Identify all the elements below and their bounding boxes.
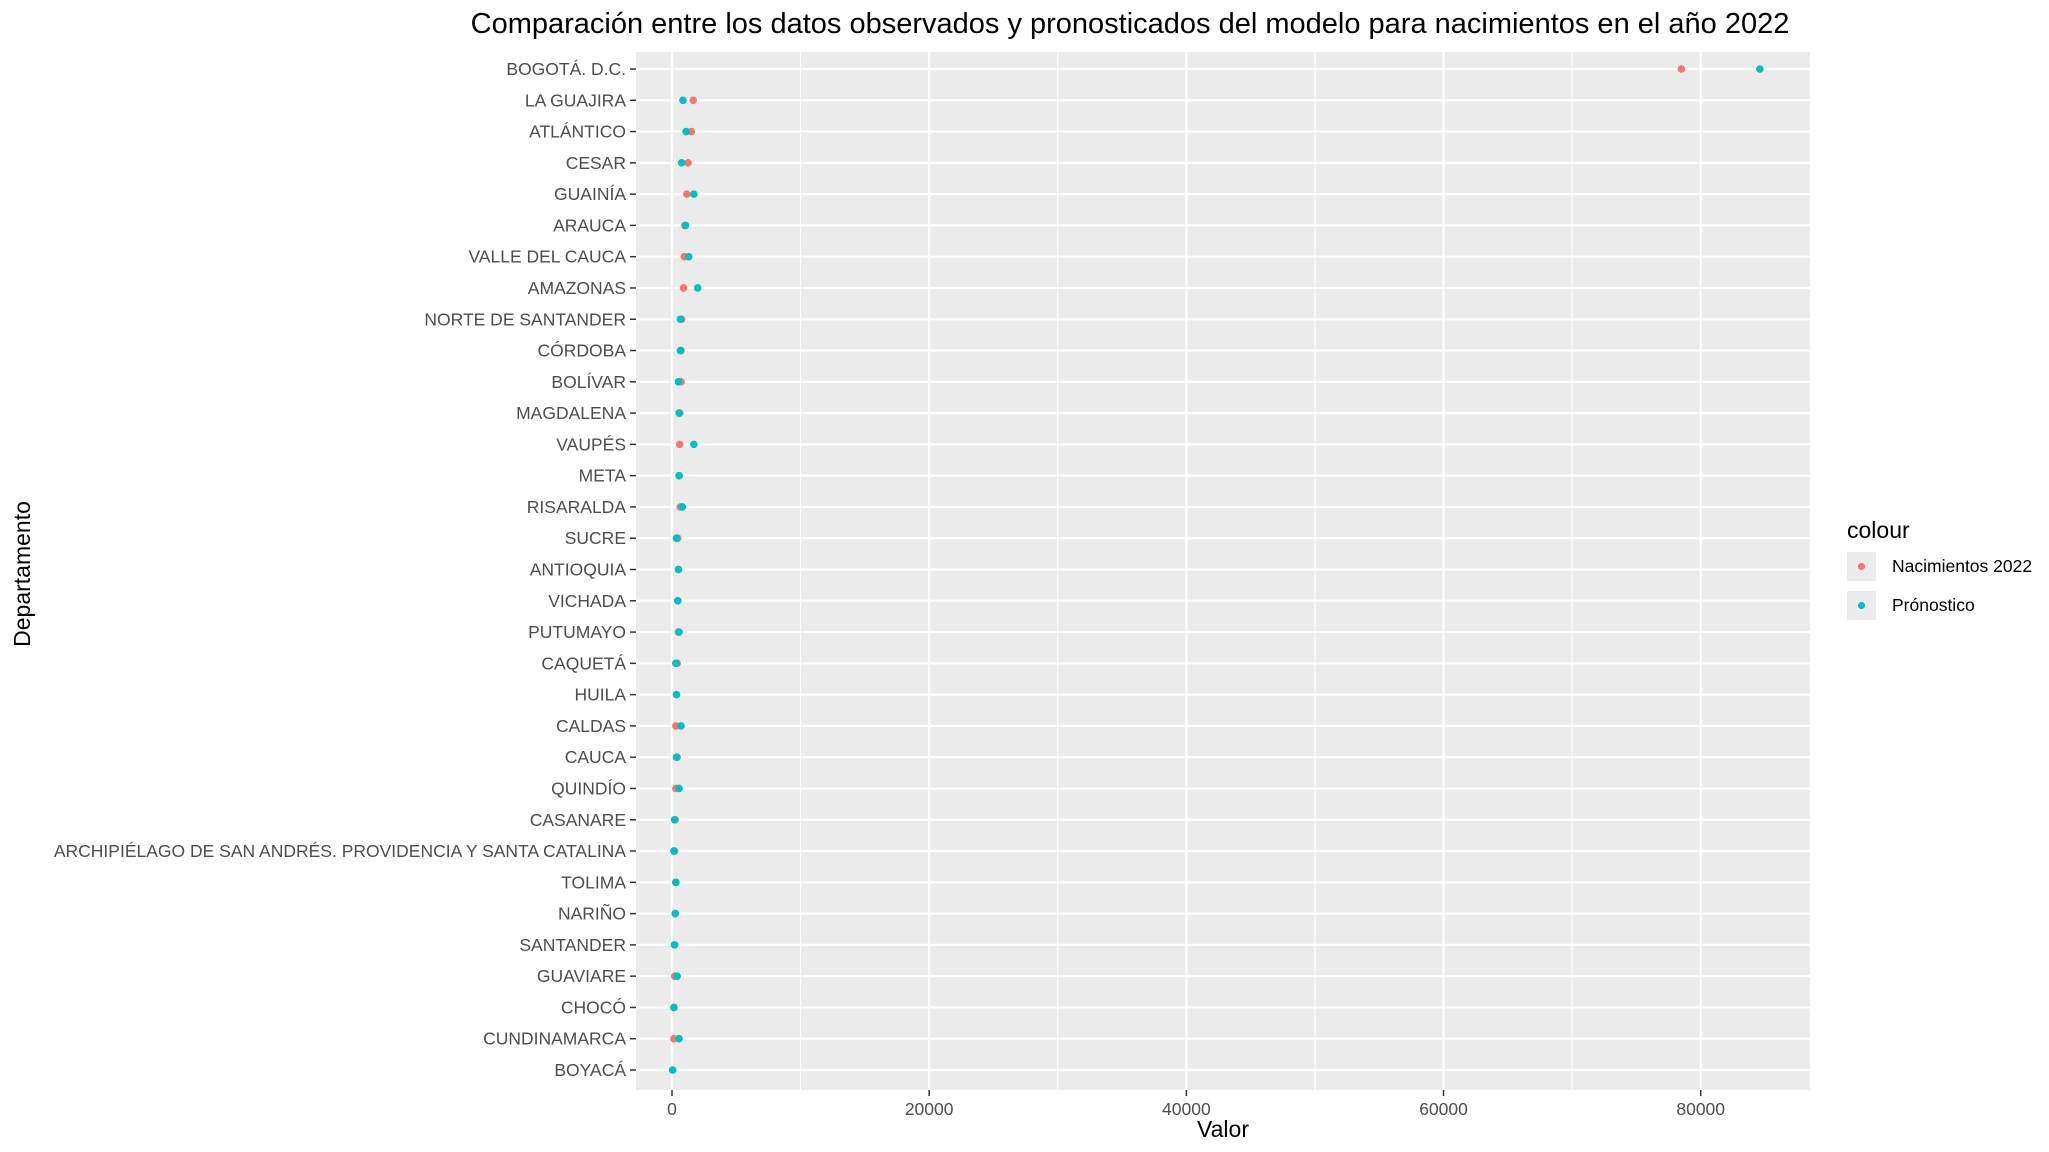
data-point-forecast xyxy=(677,722,685,730)
data-point-forecast xyxy=(670,815,679,824)
y-tick-label: BOYACÁ xyxy=(554,1060,626,1080)
data-point-forecast xyxy=(675,471,683,480)
y-tick-label: CAUCA xyxy=(565,747,627,767)
x-tick-label: 20000 xyxy=(905,1099,954,1119)
data-point-forecast xyxy=(676,346,685,355)
y-tick-label: CALDAS xyxy=(556,716,626,736)
y-tick-label: ARAUCA xyxy=(553,215,626,235)
data-point-forecast xyxy=(675,409,683,417)
data-point-forecast xyxy=(675,1034,683,1043)
data-points xyxy=(668,65,1764,1074)
data-point-forecast xyxy=(670,1003,678,1012)
y-tick-label: META xyxy=(579,466,627,486)
y-tick-label: CÓRDOBA xyxy=(538,340,627,361)
y-tick-label: NARIÑO xyxy=(558,903,626,924)
y-tick-label: GUAVIARE xyxy=(537,966,626,986)
y-tick-label: CASANARE xyxy=(530,810,626,830)
data-point-forecast xyxy=(679,96,687,105)
data-point-observed xyxy=(682,190,691,198)
y-tick-label: CESAR xyxy=(566,153,626,173)
x-tick-label: 40000 xyxy=(1162,1099,1211,1119)
y-tick-label: CAQUETÁ xyxy=(541,653,626,673)
y-axis-tick-labels: BOGOTÁ. D.C. LA GUAJIRA ATLÁNTICO CESAR GUAI… xyxy=(54,59,636,1080)
data-point-observed xyxy=(679,284,688,292)
y-tick-label: VAUPÉS xyxy=(556,434,626,454)
y-tick-label: MAGDALENA xyxy=(516,403,626,423)
y-tick-label: CHOCÓ xyxy=(561,996,626,1017)
y-axis-title: Departamento xyxy=(9,501,35,647)
y-tick-label: GUAINÍA xyxy=(554,184,626,204)
x-axis-tick-labels: 0 20000 40000 60000 80000 xyxy=(667,1090,1725,1119)
data-point-forecast xyxy=(672,659,680,668)
data-point-observed xyxy=(1677,65,1686,73)
y-tick-label: VALLE DEL CAUCA xyxy=(468,247,626,267)
data-point-forecast xyxy=(682,127,690,136)
data-point-forecast xyxy=(690,440,698,449)
legend: colour Nacimientos 2022 Prónostico xyxy=(1847,517,2032,620)
legend-title: colour xyxy=(1847,517,1910,543)
data-point-forecast xyxy=(677,159,686,167)
data-point-forecast xyxy=(670,847,678,855)
legend-key-forecast xyxy=(1857,601,1866,610)
x-tick-label: 80000 xyxy=(1676,1099,1725,1119)
data-point-observed xyxy=(689,96,698,105)
data-point-forecast xyxy=(671,909,680,918)
legend-key-observed xyxy=(1857,562,1866,571)
y-tick-label: BOGOTÁ. D.C. xyxy=(506,59,626,79)
data-point-forecast xyxy=(1756,65,1764,73)
data-point-forecast xyxy=(673,972,681,980)
y-tick-label: AMAZONAS xyxy=(528,278,626,298)
data-point-forecast xyxy=(675,784,683,793)
data-point-forecast xyxy=(678,503,687,511)
y-tick-label: ARCHIPIÉLAGO DE SAN ANDRÉS. PROVIDENCIA … xyxy=(54,841,626,861)
legend-label-observed: Nacimientos 2022 xyxy=(1892,556,2032,576)
data-point-forecast xyxy=(670,941,679,949)
data-point-forecast xyxy=(672,878,680,887)
x-axis-title: Valor xyxy=(1197,1116,1249,1142)
y-tick-label: ATLÁNTICO xyxy=(529,122,626,142)
y-tick-label: ANTIOQUIA xyxy=(530,560,627,580)
data-point-forecast xyxy=(674,565,683,574)
data-point-forecast xyxy=(675,628,683,636)
y-tick-label: CUNDINAMARCA xyxy=(483,1029,626,1049)
data-point-forecast xyxy=(684,252,693,261)
data-point-forecast xyxy=(673,596,682,605)
y-tick-label: NORTE DE SANTANDER xyxy=(424,309,626,329)
x-tick-label: 60000 xyxy=(1419,1099,1468,1119)
y-tick-label: BOLÍVAR xyxy=(551,372,626,392)
data-point-observed xyxy=(684,159,692,167)
data-point-forecast xyxy=(693,284,702,292)
data-point-forecast xyxy=(672,753,681,761)
grid-lines xyxy=(636,52,1810,1090)
data-point-observed xyxy=(675,440,684,449)
data-point-forecast xyxy=(681,221,690,230)
legend-label-forecast: Prónostico xyxy=(1892,595,1975,615)
data-point-forecast xyxy=(674,378,683,386)
y-tick-label: RISARALDA xyxy=(527,497,627,517)
data-point-forecast xyxy=(690,190,698,198)
y-tick-label: LA GUAJIRA xyxy=(525,90,626,110)
data-point-forecast xyxy=(676,315,685,324)
y-tick-label: PUTUMAYO xyxy=(528,622,626,642)
data-point-forecast xyxy=(672,534,681,543)
x-tick-label: 0 xyxy=(667,1099,677,1119)
y-tick-label: QUINDÍO xyxy=(551,778,626,798)
y-tick-label: SUCRE xyxy=(565,528,626,548)
data-point-forecast xyxy=(672,690,681,699)
y-tick-label: HUILA xyxy=(574,685,626,705)
y-tick-label: TOLIMA xyxy=(561,872,626,892)
plot-panel xyxy=(636,52,1810,1090)
data-point-forecast xyxy=(668,1066,677,1074)
chart-title: Comparación entre los datos observados y… xyxy=(471,8,1790,40)
y-tick-label: VICHADA xyxy=(548,591,626,611)
y-tick-label: SANTANDER xyxy=(519,935,626,955)
